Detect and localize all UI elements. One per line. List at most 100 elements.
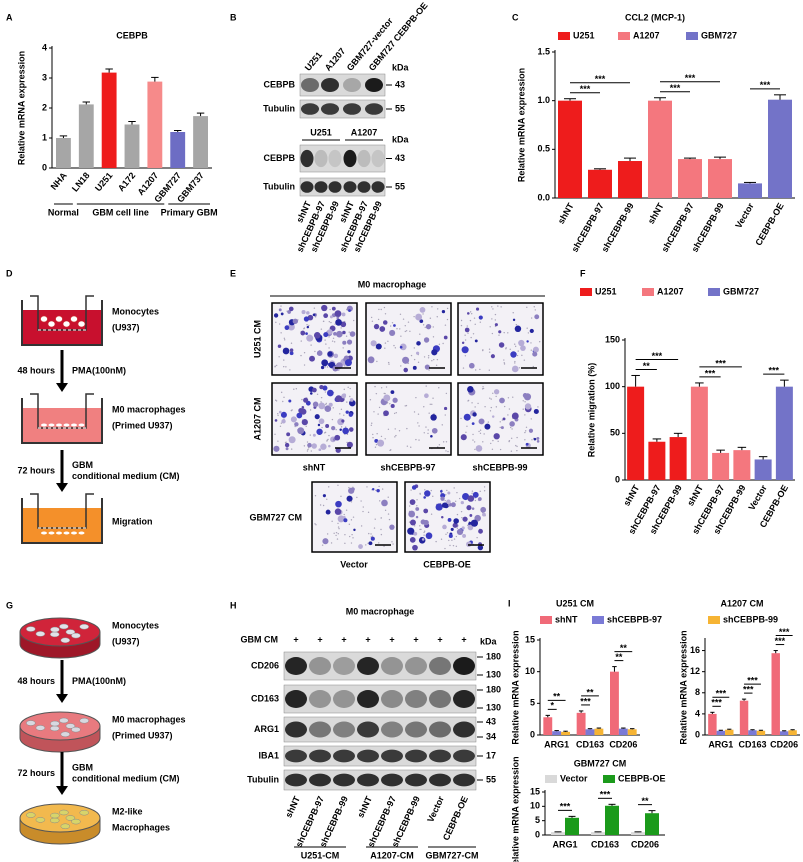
pore: [370, 316, 373, 319]
y-axis-label: Relative mRNA expression: [510, 756, 520, 862]
cell: [498, 342, 505, 348]
pore: [277, 440, 279, 442]
pore: [344, 426, 347, 428]
cell: [41, 531, 47, 535]
cell: [35, 725, 46, 731]
blot-band: [300, 181, 314, 193]
lane-label: shNT: [355, 794, 374, 819]
row-label: A1207 CM: [252, 397, 262, 440]
y-tick-label: 4: [695, 708, 700, 718]
pore: [483, 486, 486, 488]
pore: [532, 365, 535, 368]
error-bar: [612, 666, 617, 672]
significance-label: ***: [711, 698, 722, 708]
bar: [193, 116, 208, 168]
pore: [530, 418, 532, 420]
x-tick-label: CD206: [770, 739, 798, 749]
lane-label: Vector: [425, 794, 446, 824]
pore: [507, 414, 509, 416]
pore: [360, 500, 362, 502]
cell: [353, 528, 356, 532]
pore: [310, 344, 312, 346]
pore: [464, 334, 466, 336]
pore: [447, 450, 449, 453]
error-bar: [563, 730, 568, 732]
error-bar: [82, 101, 90, 105]
bar: [627, 386, 645, 480]
pore: [374, 446, 377, 448]
micrograph: [404, 481, 491, 553]
pore: [328, 321, 331, 323]
pore: [332, 407, 334, 409]
pore: [275, 364, 278, 367]
pore: [303, 445, 306, 447]
blot-band: [333, 690, 355, 708]
blot-band: [309, 773, 331, 787]
pore: [322, 504, 325, 507]
legend-label: U251: [573, 30, 595, 40]
cell: [71, 726, 81, 733]
lane-mark: +: [341, 634, 346, 644]
pore: [510, 437, 513, 440]
pore: [429, 403, 431, 405]
pore: [460, 417, 462, 420]
step-label: (Primed U937): [112, 730, 173, 740]
dish-top: [19, 711, 101, 741]
pore: [442, 441, 445, 443]
cell: [464, 327, 470, 333]
pore: [283, 337, 286, 339]
legend-label: shCEBPB-99: [723, 614, 778, 624]
pore: [319, 504, 322, 506]
cell: [367, 356, 375, 364]
error-bar: [710, 711, 715, 714]
pore: [432, 495, 434, 498]
pore: [499, 421, 501, 423]
lane-mark: +: [293, 634, 298, 644]
cell: [512, 318, 516, 322]
group-label: Primary GBM: [161, 207, 218, 217]
pore: [526, 306, 528, 309]
treatment-label: GBM: [72, 762, 93, 772]
cell: [336, 330, 343, 338]
pore: [518, 367, 521, 369]
bar: [585, 729, 595, 735]
time-label: 72 hours: [17, 768, 55, 778]
blot: [283, 745, 477, 767]
pore: [413, 347, 416, 349]
cell: [348, 487, 355, 494]
pore: [306, 450, 309, 452]
pore: [347, 386, 349, 389]
pore: [384, 313, 387, 315]
cell: [493, 389, 500, 395]
micrograph: [271, 302, 358, 376]
cell: [379, 326, 386, 332]
pore: [467, 400, 469, 402]
pore: [537, 406, 539, 408]
x-tick-label: CD163: [738, 739, 766, 749]
row-label: CEBPB: [263, 79, 295, 89]
blot-band: [321, 77, 339, 93]
pore: [353, 319, 355, 322]
pore: [383, 392, 385, 395]
pore: [508, 440, 510, 443]
cell: [40, 315, 48, 323]
cell: [419, 319, 424, 324]
y-axis-label: Relative mRNA expression: [510, 630, 520, 744]
bar: [788, 730, 797, 735]
pore: [381, 488, 384, 490]
arrow-head: [56, 383, 68, 392]
cell: [56, 531, 62, 535]
pore: [352, 516, 355, 518]
cell: [525, 442, 529, 446]
blot-band: [371, 149, 385, 168]
pore: [491, 306, 493, 308]
error-bar: [151, 76, 159, 82]
pore: [344, 542, 346, 545]
pore: [395, 434, 397, 437]
pore: [503, 405, 506, 408]
step-label: M0 macrophages: [112, 714, 186, 724]
pore: [388, 363, 390, 365]
pore: [489, 410, 492, 412]
step-label: (Primed U937): [112, 420, 173, 430]
cell: [416, 351, 420, 355]
